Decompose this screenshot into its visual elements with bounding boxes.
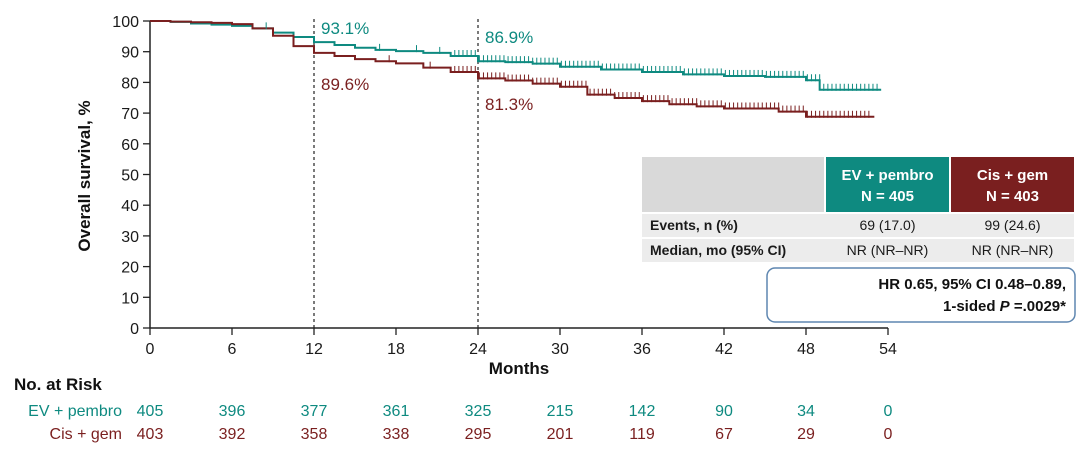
table-cell: NR (NR–NR) [847, 242, 929, 258]
risk-table: No. at Risk EV + pembro 405 396 377 361 325 215… [14, 375, 893, 443]
censor-marks [265, 22, 878, 118]
risk-count: 358 [301, 426, 328, 443]
y-tick-label: 50 [121, 168, 139, 185]
y-tick-label: 70 [121, 106, 139, 123]
table-cell: NR (NR–NR) [972, 242, 1054, 258]
x-tick-label: 12 [305, 341, 323, 358]
y-tick-label: 0 [130, 321, 139, 338]
table-header-name: Cis + gem [977, 167, 1048, 184]
risk-count: 392 [219, 426, 246, 443]
table-row [642, 239, 1074, 262]
risk-count: 396 [219, 403, 246, 420]
risk-count: 361 [383, 403, 410, 420]
risk-count: 0 [884, 426, 893, 443]
table-header-cis-gem [951, 157, 1074, 212]
risk-count: 34 [797, 403, 815, 420]
risk-count: 119 [629, 426, 655, 443]
risk-count: 215 [547, 403, 574, 420]
risk-count: 295 [465, 426, 492, 443]
hazard-ratio-box: HR 0.65, 95% CI 0.48–0.89, 1-sided P =.00… [766, 267, 1076, 323]
risk-count: 377 [301, 403, 328, 420]
risk-count: 403 [137, 426, 164, 443]
risk-table-title: No. at Risk [14, 375, 102, 394]
table-cell: 69 (17.0) [859, 217, 915, 233]
y-tick-label: 60 [121, 137, 139, 154]
annotation-1: 93.1% [321, 19, 369, 38]
hr-line-1: HR 0.65, 95% CI 0.48–0.89, [878, 276, 1066, 293]
y-tick-label: 30 [121, 229, 139, 246]
risk-count: 0 [884, 403, 893, 420]
risk-count: 405 [137, 403, 164, 420]
survival-curves [150, 20, 882, 118]
table-row-label: Events, n (%) [650, 217, 738, 233]
axes: 0 10 20 30 40 50 60 70 80 90 100 0 6 12 18 24 30 36 42 48 54 [112, 14, 897, 358]
x-tick-label: 24 [469, 341, 487, 358]
table-header-blank [642, 157, 824, 212]
risk-count: 29 [797, 426, 815, 443]
y-axis-title: Overall survival, % [75, 100, 94, 251]
risk-count: 325 [465, 403, 492, 420]
table-header-n: N = 403 [986, 188, 1039, 205]
y-tick-label: 90 [121, 45, 139, 62]
risk-count: 338 [383, 426, 410, 443]
risk-count: 67 [715, 426, 733, 443]
annotations: 93.1% 89.6% 86.9% 81.3% [321, 19, 533, 114]
risk-count: 142 [629, 403, 656, 420]
annotation-4: 81.3% [485, 95, 533, 114]
annotation-3: 86.9% [485, 28, 533, 47]
summary-table: EV + pembro N = 405 Cis + gem N = 403 Events… [642, 157, 1074, 262]
table-header-n: N = 405 [861, 188, 914, 205]
x-tick-label: 6 [228, 341, 237, 358]
y-tick-label: 20 [121, 260, 139, 277]
hr-box-border [766, 267, 1076, 323]
y-tick-label: 40 [121, 198, 139, 215]
risk-row-label: Cis + gem [50, 426, 122, 443]
x-tick-label: 18 [387, 341, 405, 358]
risk-row-label: EV + pembro [28, 403, 122, 420]
y-tick-label: 80 [121, 75, 139, 92]
table-row [642, 214, 1074, 237]
x-tick-label: 42 [715, 341, 733, 358]
x-tick-label: 30 [551, 341, 569, 358]
table-header-ev-pembro [826, 157, 949, 212]
risk-count: 90 [715, 403, 733, 420]
y-tick-label: 100 [112, 14, 139, 31]
annotation-2: 89.6% [321, 75, 369, 94]
reference-lines [313, 18, 479, 328]
table-cell: 99 (24.6) [984, 217, 1040, 233]
y-tick-label: 10 [121, 290, 139, 307]
table-row-label: Median, mo (95% CI) [650, 242, 786, 258]
x-axis-title: Months [489, 359, 549, 378]
x-tick-label: 0 [146, 341, 155, 358]
curve-ev-pembro [150, 20, 882, 91]
risk-count: 201 [547, 426, 574, 443]
x-tick-label: 36 [633, 341, 651, 358]
hr-line-2: 1-sided P =.0029* [943, 298, 1066, 315]
curve-cis-gem [150, 20, 875, 118]
x-tick-label: 54 [879, 341, 897, 358]
x-tick-label: 48 [797, 341, 815, 358]
table-header-name: EV + pembro [841, 167, 933, 184]
